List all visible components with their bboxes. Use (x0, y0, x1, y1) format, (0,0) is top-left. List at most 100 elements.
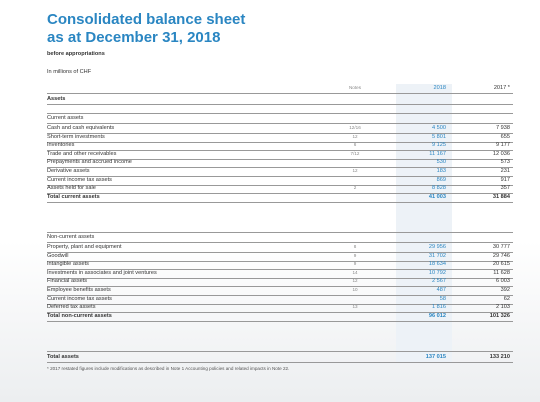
total-label: Total current assets (47, 193, 100, 200)
value-2017: 12 036 (492, 150, 510, 157)
row-label: Current income tax assets (47, 295, 112, 302)
rule (47, 113, 513, 114)
rule (47, 312, 513, 314)
row-label: Short-term investments (47, 133, 105, 140)
rule (47, 260, 513, 262)
value-2018: 9 125 (432, 142, 446, 149)
rule (47, 93, 513, 94)
row-note: 9 (353, 261, 357, 267)
column-header: Notes (348, 85, 361, 90)
total-2017: 101 326 (489, 312, 510, 319)
row-note: 10 (352, 287, 358, 292)
value-2018: 11 167 (429, 150, 446, 157)
subtitle: before appropriations (47, 51, 105, 57)
grand-total-2018: 137 015 (425, 354, 446, 360)
rule (47, 150, 513, 152)
row-note: 12 (352, 278, 358, 284)
row-note: 6 (353, 142, 357, 148)
value-2017: 917 (500, 176, 510, 183)
value-2018: 1 816 (432, 304, 446, 311)
value-2017: 573 (500, 159, 510, 166)
row-note: 2 (353, 185, 357, 191)
grand-total-label: Total assets (47, 354, 79, 360)
row-note: 7/12 (350, 150, 360, 156)
footnote: * 2017 restated figures include modifica… (47, 366, 290, 371)
total-2018: 96 012 (428, 312, 446, 319)
value-2018: 183 (436, 168, 446, 174)
value-2017: 6 003 (496, 278, 510, 285)
row-label: Financial assets (47, 278, 88, 285)
row-label: Assets held for sale (47, 185, 96, 192)
row-label: Goodwill (47, 252, 69, 259)
rule (47, 141, 513, 143)
section-title: Non-current assets (47, 234, 95, 240)
rule (47, 184, 513, 186)
rule (47, 269, 513, 271)
value-2017: 11 628 (493, 269, 510, 276)
grand-total-2017: 133 210 (489, 354, 510, 360)
rule (47, 351, 513, 352)
row-note: 12 (352, 168, 358, 173)
value-2018: 8 828 (432, 185, 446, 192)
title: as at December 31, 2018 (47, 29, 221, 46)
value-2017: 2 103 (496, 304, 510, 311)
rule (47, 242, 513, 243)
row-note: 12 (352, 133, 358, 139)
rule (47, 167, 513, 169)
highlight-column (396, 84, 452, 363)
total-2017: 31 884 (492, 193, 510, 200)
value-2017: 30 777 (492, 244, 510, 250)
rule (47, 176, 513, 177)
rule (47, 201, 513, 203)
row-label: Inventories (47, 142, 75, 149)
rule (47, 295, 513, 296)
row-label: Derivative assets (47, 168, 90, 174)
rule (47, 232, 513, 233)
value-2017: 392 (500, 287, 510, 293)
row-label: Deferred tax assets (47, 304, 96, 311)
value-2018: 10 792 (428, 269, 446, 276)
value-2018: 58 (439, 295, 446, 302)
row-note: 14 (352, 269, 358, 275)
section-title: Current assets (47, 115, 84, 121)
value-2018: 487 (436, 287, 446, 293)
value-2018: 18 634 (428, 261, 446, 268)
row-label: Current income tax assets (47, 176, 112, 183)
column-header: 2017 * (493, 85, 510, 91)
total-2018: 41 003 (428, 193, 446, 200)
rule (47, 303, 513, 305)
value-2017: 7 938 (496, 125, 510, 131)
row-note: 13 (352, 304, 358, 310)
rule (47, 252, 513, 253)
section-heading: Assets (47, 96, 66, 102)
row-note: 8 (353, 244, 357, 249)
column-header: 2018 (433, 85, 446, 91)
value-2018: 2 567 (432, 278, 446, 285)
value-2017: 29 746 (492, 252, 510, 259)
rule (47, 158, 513, 160)
row-label: Property, plant and equipment (47, 244, 122, 250)
row-label: Intangible assets (47, 261, 89, 268)
rule (47, 123, 513, 124)
rule (47, 320, 513, 322)
value-2018: 31 702 (428, 252, 446, 259)
row-label: Trade and other receivables (47, 150, 117, 157)
row-label: Prepayments and accrued income (47, 159, 132, 166)
value-2018: 5 801 (432, 133, 446, 140)
value-2017: 231 (500, 168, 510, 174)
rule (47, 286, 513, 288)
value-2018: 869 (436, 176, 446, 183)
row-label: Employee benefits assets (47, 287, 111, 293)
value-2018: 530 (436, 159, 446, 166)
total-label: Total non-current assets (47, 312, 112, 319)
row-label: Investments in associates and joint vent… (47, 269, 157, 276)
rule (47, 362, 513, 363)
value-2018: 29 956 (428, 244, 446, 250)
row-label: Cash and cash equivalents (47, 125, 115, 131)
value-2017: 62 (503, 295, 510, 302)
units: In millions of CHF (47, 69, 92, 75)
value-2017: 655 (500, 133, 510, 140)
rule (47, 133, 513, 134)
rule (47, 193, 513, 195)
row-note: 9 (353, 252, 357, 258)
